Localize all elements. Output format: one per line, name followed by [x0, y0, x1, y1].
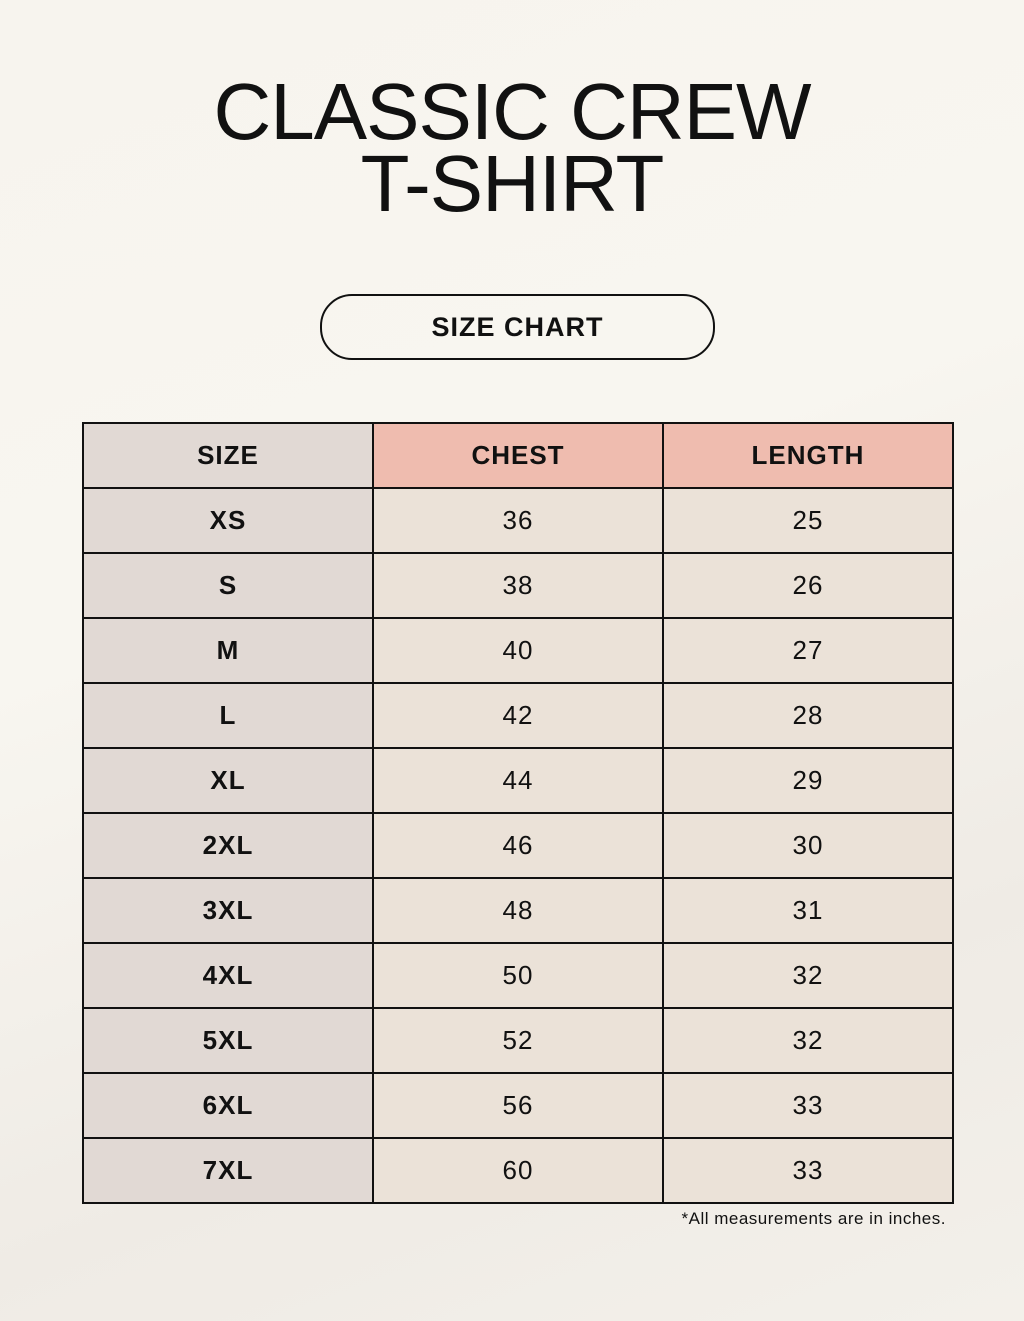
cell-size: 7XL [82, 1137, 374, 1204]
page-title: CLASSIC CREW T-SHIRT [0, 67, 1024, 228]
cell-chest: 44 [372, 747, 664, 814]
cell-length: 28 [662, 682, 954, 749]
cell-size: 4XL [82, 942, 374, 1009]
size-table: SIZE CHEST LENGTH XS 36 25 S 38 26 M 40 27 L 42 28 X… [82, 422, 954, 1204]
cell-size: XL [82, 747, 374, 814]
cell-chest: 42 [372, 682, 664, 749]
table-row: M 40 27 [82, 617, 954, 684]
cell-size: 6XL [82, 1072, 374, 1139]
table-row: L 42 28 [82, 682, 954, 749]
table-row: XS 36 25 [82, 487, 954, 554]
cell-length: 32 [662, 1007, 954, 1074]
title-line-1: CLASSIC CREW [213, 67, 812, 156]
table-header-row: SIZE CHEST LENGTH [82, 422, 954, 489]
cell-chest: 46 [372, 812, 664, 879]
cell-chest: 56 [372, 1072, 664, 1139]
measurement-note: *All measurements are in inches. [681, 1209, 946, 1228]
cell-chest: 52 [372, 1007, 664, 1074]
cell-length: 33 [662, 1137, 954, 1204]
cell-length: 29 [662, 747, 954, 814]
cell-size: 5XL [82, 1007, 374, 1074]
cell-length: 27 [662, 617, 954, 684]
cell-chest: 38 [372, 552, 664, 619]
header-length: LENGTH [662, 422, 954, 489]
cell-chest: 36 [372, 487, 664, 554]
cell-length: 30 [662, 812, 954, 879]
cell-size: 2XL [82, 812, 374, 879]
cell-length: 31 [662, 877, 954, 944]
cell-size: M [82, 617, 374, 684]
table-row: 4XL 50 32 [82, 942, 954, 1009]
table-row: 6XL 56 33 [82, 1072, 954, 1139]
header-chest: CHEST [372, 422, 664, 489]
cell-chest: 48 [372, 877, 664, 944]
cell-chest: 60 [372, 1137, 664, 1204]
size-chart-label: SIZE CHART [320, 294, 715, 360]
cell-size: S [82, 552, 374, 619]
cell-size: 3XL [82, 877, 374, 944]
cell-length: 32 [662, 942, 954, 1009]
cell-length: 26 [662, 552, 954, 619]
cell-size: XS [82, 487, 374, 554]
header-size: SIZE [82, 422, 374, 489]
table-row: 3XL 48 31 [82, 877, 954, 944]
table-row: 2XL 46 30 [82, 812, 954, 879]
title-line-2: T-SHIRT [360, 139, 665, 228]
table-row: 5XL 52 32 [82, 1007, 954, 1074]
table-row: S 38 26 [82, 552, 954, 619]
cell-length: 25 [662, 487, 954, 554]
table-row: XL 44 29 [82, 747, 954, 814]
cell-chest: 50 [372, 942, 664, 1009]
table-row: 7XL 60 33 [82, 1137, 954, 1204]
cell-size: L [82, 682, 374, 749]
cell-length: 33 [662, 1072, 954, 1139]
cell-chest: 40 [372, 617, 664, 684]
